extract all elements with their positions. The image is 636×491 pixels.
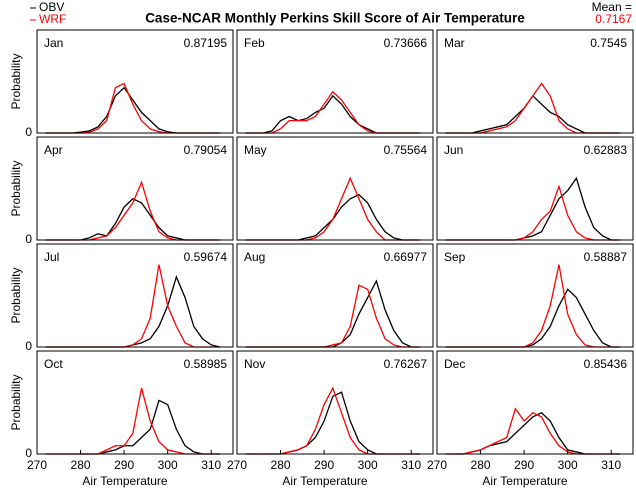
panel-score: 0.66977 [384,250,428,264]
panel-score: 0.79054 [184,143,228,157]
panel-score: 0.58985 [184,357,228,371]
panel-title: Feb [244,36,265,50]
panel-frame [236,29,434,134]
panel-score: 0.58887 [584,250,628,264]
panel-frame [436,243,634,348]
y-tick-label: 0 [25,446,32,460]
panel-score: 0.75564 [384,143,428,157]
legend-label: OBV [39,0,64,14]
x-tick-label: 310 [401,458,421,472]
panel-title: Mar [444,36,465,50]
y-axis-label: Probability [9,160,23,216]
x-tick-label: 300 [558,458,578,472]
panel-title: Oct [44,357,63,371]
panel-score: 0.62883 [584,143,628,157]
x-tick-label: 280 [471,458,491,472]
panel-title: Jul [44,250,59,264]
panel-frame [36,243,234,348]
panel-frame [36,29,234,134]
panel-score: 0.76267 [384,357,428,371]
x-axis-label: Air Temperature [282,474,367,488]
panel-title: Aug [244,250,265,264]
chart-title: Case-NCAR Monthly Perkins Skill Score of… [145,11,525,26]
x-tick-label: 270 [227,458,247,472]
y-axis-label: Probability [9,374,23,430]
x-tick-label: 300 [358,458,378,472]
legend-label: WRF [39,12,66,26]
x-tick-label: 310 [601,458,621,472]
panel-score: 0.59674 [184,250,228,264]
y-tick-label: 0 [25,339,32,353]
panel-frame [436,350,634,455]
panel-title: Dec [444,357,465,371]
x-tick-label: 290 [314,458,334,472]
y-tick-label: 0 [25,232,32,246]
x-tick-label: 280 [71,458,91,472]
x-axis-label: Air Temperature [482,474,567,488]
panel-frame [436,136,634,241]
panel-frame [236,243,434,348]
panel-frame [436,29,634,134]
x-axis-label: Air Temperature [82,474,167,488]
panel-title: Jan [44,36,63,50]
panel-title: Jun [444,143,463,157]
panel-frame [36,350,234,455]
panel-score: 0.7545 [590,36,627,50]
mean-label: Mean = [592,0,632,14]
x-tick-label: 300 [158,458,178,472]
panel-title: May [244,143,267,157]
y-axis-label: Probability [9,267,23,323]
panel-title: Sep [444,250,466,264]
x-tick-label: 290 [514,458,534,472]
panel-score: 0.73666 [384,36,428,50]
x-tick-label: 290 [114,458,134,472]
mean-value: 0.7167 [595,12,632,26]
panel-frame [36,136,234,241]
y-tick-label: 0 [25,125,32,139]
x-tick-label: 270 [27,458,47,472]
y-axis-label: Probability [9,53,23,109]
panel-title: Apr [44,143,63,157]
x-tick-label: 270 [427,458,447,472]
panel-score: 0.87195 [184,36,228,50]
panel-frame [236,350,434,455]
panel-frame [236,136,434,241]
panel-score: 0.85436 [584,357,628,371]
x-tick-label: 310 [201,458,221,472]
panel-title: Nov [244,357,265,371]
x-tick-label: 280 [271,458,291,472]
